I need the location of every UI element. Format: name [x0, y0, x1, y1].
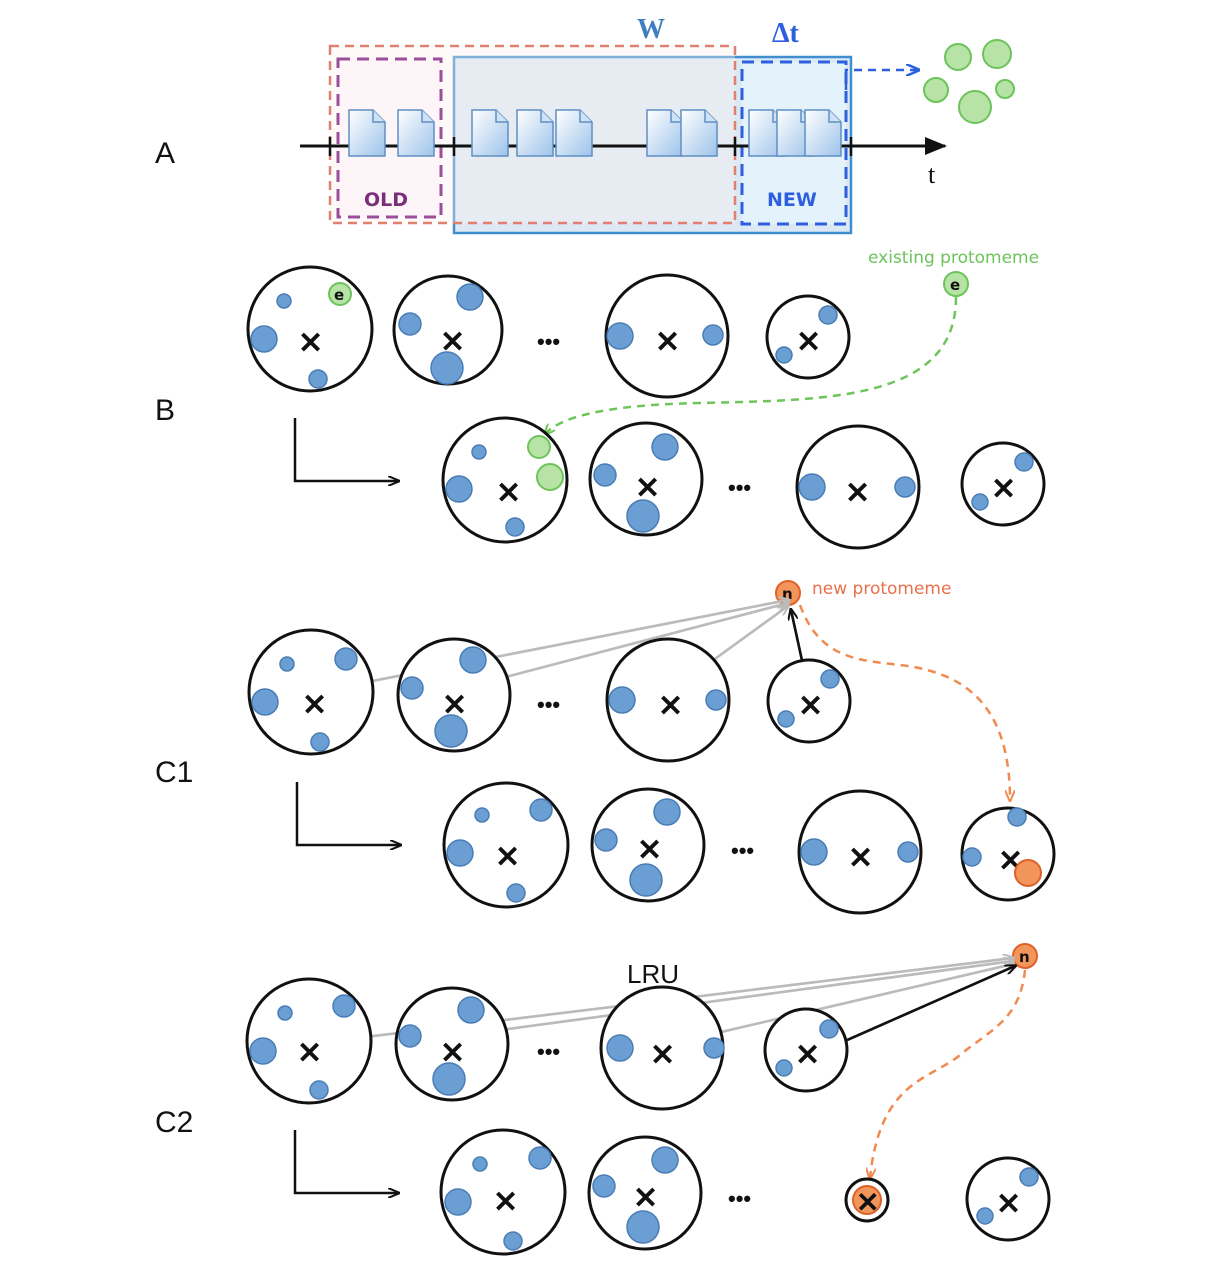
existing-protomeme-arrow: [545, 296, 958, 434]
cluster: ✕: [587, 1135, 703, 1251]
cluster: ✕: [765, 294, 851, 380]
new-protomeme: n: [1012, 943, 1038, 969]
panel-label-a: A: [155, 137, 175, 170]
document-icon: [471, 109, 509, 157]
time-axis-label: t: [928, 160, 936, 189]
cluster-lru: ✕: [599, 985, 725, 1111]
new-protomeme-label: new protomeme: [812, 579, 951, 599]
existing-protomeme: e: [943, 271, 969, 297]
svg-text:✕: ✕: [655, 326, 680, 359]
panel-c1: C1 n new protomeme ✕: [155, 579, 1056, 915]
cluster: ✕: [605, 637, 731, 763]
cluster: ✕: [441, 416, 569, 544]
svg-text:✕: ✕: [440, 326, 465, 359]
axis-ticks: [328, 137, 853, 156]
ellipsis: •••: [537, 1039, 560, 1064]
ellipsis: •••: [728, 475, 751, 500]
cluster: ✕: [392, 274, 504, 386]
svg-text:✕: ✕: [635, 472, 660, 505]
ellipsis: •••: [537, 692, 560, 717]
cluster: ✕: [960, 806, 1056, 902]
panel-label-c2: C2: [155, 1106, 193, 1139]
document-icon: [646, 109, 684, 157]
document-icon: [555, 109, 593, 157]
ellipsis: •••: [728, 1186, 751, 1211]
svg-text:✕: ✕: [637, 834, 662, 867]
panel-b: B ✕ e ✕ ••• ✕: [155, 248, 1046, 550]
svg-text:✕: ✕: [302, 689, 327, 722]
protomeme-cloud: [923, 39, 1015, 124]
panel-label-b: B: [155, 394, 175, 427]
svg-text:✕: ✕: [996, 1188, 1021, 1221]
panel-a: A t OLD NEW: [155, 14, 1015, 235]
ellipsis: •••: [731, 838, 754, 863]
svg-text:e: e: [950, 276, 960, 294]
cluster: ✕: [247, 628, 375, 756]
document-icon: [516, 109, 554, 157]
transition-arrow: [293, 418, 398, 481]
cluster: ✕: [965, 1156, 1051, 1242]
cluster: ✕: [604, 273, 730, 399]
svg-text:n: n: [1019, 948, 1030, 966]
lru-label: LRU: [627, 959, 679, 989]
assignment-arrow: [798, 604, 1010, 800]
svg-text:✕: ✕: [848, 842, 873, 875]
cluster: ✕: [960, 441, 1046, 527]
window-label: W: [637, 14, 665, 45]
svg-text:✕: ✕: [991, 473, 1016, 506]
svg-text:✕: ✕: [297, 1037, 322, 1070]
closest-arrow: [820, 966, 1015, 1052]
cluster: ✕: [797, 789, 923, 915]
svg-text:✕: ✕: [495, 841, 520, 874]
document-icon: [680, 109, 718, 157]
document-icon: [804, 109, 842, 157]
ellipsis: •••: [537, 329, 560, 354]
cluster: ✕: [588, 421, 704, 537]
transition-arrow: [293, 1130, 398, 1193]
svg-text:e: e: [334, 286, 344, 304]
document-icon: [397, 109, 435, 157]
cluster: ✕: [795, 424, 921, 550]
svg-text:✕: ✕: [658, 690, 683, 723]
existing-protomeme-label: existing protomeme: [868, 248, 1039, 268]
cluster: ✕: [766, 658, 852, 744]
cluster: ✕: [246, 265, 374, 393]
svg-text:✕: ✕: [795, 1039, 820, 1072]
replaced-cluster: ✕: [844, 1177, 890, 1223]
delta-t-label: Δt: [772, 18, 800, 49]
cluster: ✕: [439, 1128, 567, 1256]
panel-label-c1: C1: [155, 756, 193, 789]
svg-text:✕: ✕: [496, 477, 521, 510]
cluster: ✕: [590, 787, 706, 903]
cluster: ✕: [442, 781, 570, 909]
cluster: ✕: [394, 986, 510, 1102]
panel-c2: C2 n LRU ✕: [155, 943, 1051, 1256]
new-label: NEW: [767, 189, 817, 211]
existing-protomeme-old: e: [328, 282, 352, 306]
cluster: ✕: [245, 977, 373, 1105]
svg-text:✕: ✕: [798, 690, 823, 723]
svg-text:✕: ✕: [440, 1037, 465, 1070]
svg-text:✕: ✕: [442, 689, 467, 722]
svg-text:✕: ✕: [845, 477, 870, 510]
svg-text:✕: ✕: [633, 1182, 658, 1215]
svg-text:n: n: [782, 585, 793, 603]
svg-text:✕: ✕: [796, 326, 821, 359]
transition-arrow: [295, 782, 400, 845]
centroid-mark: ✕: [298, 327, 323, 360]
cluster: ✕: [763, 1007, 849, 1093]
document-icon: [348, 109, 386, 157]
svg-text:✕: ✕: [650, 1039, 675, 1072]
old-label: OLD: [364, 189, 408, 211]
new-data-arrow: [844, 70, 918, 90]
cluster: ✕: [396, 637, 512, 753]
replacement-arrow: [870, 969, 1027, 1178]
svg-text:✕: ✕: [493, 1186, 518, 1219]
svg-text:✕: ✕: [856, 1187, 879, 1218]
